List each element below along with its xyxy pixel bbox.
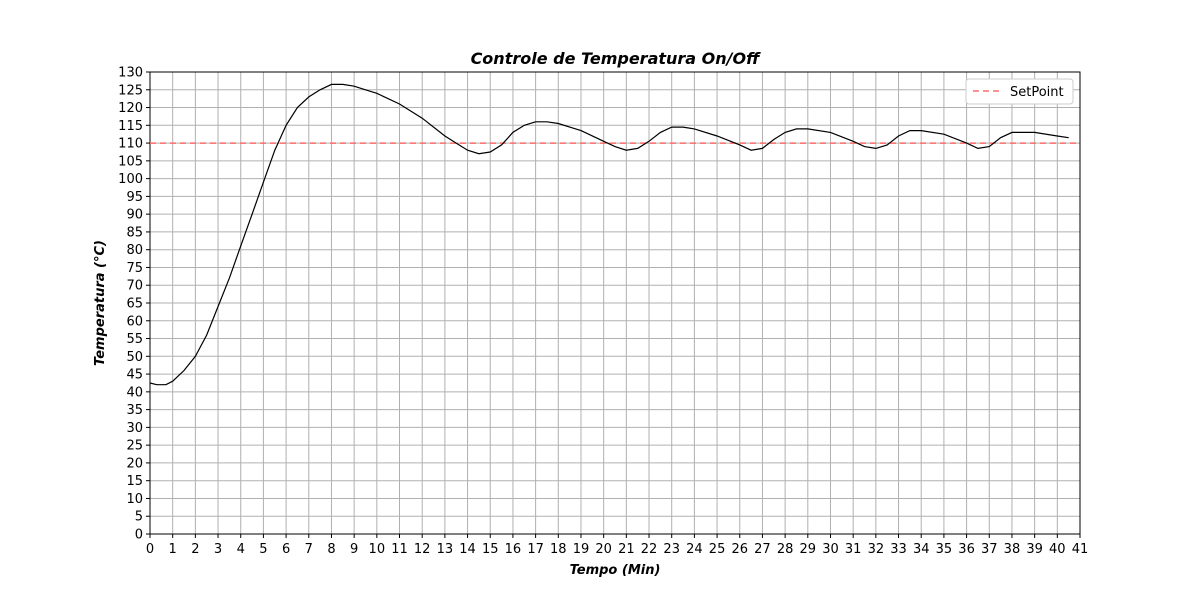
x-tick-label: 23 [663,542,680,557]
x-tick-label: 11 [391,542,408,557]
x-tick-label: 0 [146,542,154,557]
y-tick-label: 95 [126,190,143,205]
y-tick-label: 5 [135,510,143,525]
y-tick-label: 70 [126,279,143,294]
y-tick-label: 120 [118,101,143,116]
x-tick-label: 28 [777,542,794,557]
x-tick-label: 2 [191,542,199,557]
x-tick-label: 21 [618,542,635,557]
x-tick-label: 26 [731,542,748,557]
chart-title: Controle de Temperatura On/Off [471,49,762,68]
x-tick-label: 31 [845,542,862,557]
y-tick-label: 115 [118,119,143,134]
y-tick-label: 10 [126,492,143,507]
x-tick-label: 13 [437,542,454,557]
x-axis-ticks: 0 1 2 3 4 5 6 7 8 9 10 11 12 13 14 15 16 17 18 19 20 21 22 23 24… [146,534,1088,557]
x-tick-label: 32 [868,542,885,557]
legend: SetPoint [965,78,1074,105]
x-tick-label: 38 [1004,542,1021,557]
x-tick-label: 19 [573,542,590,557]
y-tick-label: 35 [126,403,143,418]
x-tick-label: 39 [1026,542,1043,557]
y-axis-label: Temperatura (°C) [93,240,108,366]
x-axis-label: Tempo (Min) [570,563,661,578]
y-tick-label: 90 [126,208,143,223]
x-tick-label: 16 [505,542,522,557]
x-tick-label: 18 [550,542,567,557]
y-tick-label: 0 [135,528,143,543]
x-tick-label: 9 [350,542,358,557]
x-tick-label: 14 [459,542,476,557]
y-tick-label: 40 [126,385,143,400]
x-tick-label: 30 [822,542,839,557]
x-tick-label: 25 [709,542,726,557]
x-tick-label: 27 [754,542,771,557]
y-tick-label: 30 [126,421,143,436]
grid [149,71,1081,535]
y-tick-label: 20 [126,456,143,471]
y-tick-label: 25 [126,439,143,454]
x-tick-label: 5 [259,542,267,557]
legend-box [965,78,1074,105]
x-tick-label: 12 [414,542,431,557]
x-tick-label: 33 [890,542,907,557]
y-axis-ticks: 0 5 10 15 20 25 30 35 40 45 50 55 60 65 70 75 80 85 90 95 10… [118,66,150,543]
x-tick-label: 17 [527,542,544,557]
x-tick-label: 37 [981,542,998,557]
x-tick-label: 20 [595,542,612,557]
y-tick-label: 75 [126,261,143,276]
y-tick-label: 15 [126,474,143,489]
y-tick-label: 60 [126,314,143,329]
x-tick-label: 24 [686,542,703,557]
x-tick-label: 8 [327,542,335,557]
x-tick-label: 41 [1072,542,1089,557]
y-tick-label: 110 [118,137,143,152]
x-tick-label: 36 [958,542,975,557]
x-tick-label: 15 [482,542,499,557]
y-tick-label: 50 [126,350,143,365]
temperature-series-line [149,83,1069,386]
x-tick-label: 7 [305,542,313,557]
y-tick-label: 80 [126,243,143,258]
y-tick-label: 130 [118,66,143,81]
x-tick-label: 40 [1049,542,1066,557]
y-tick-label: 85 [126,225,143,240]
y-tick-label: 105 [118,154,143,169]
x-tick-label: 4 [237,542,245,557]
x-tick-label: 1 [169,542,177,557]
x-tick-label: 22 [641,542,658,557]
y-tick-label: 45 [126,368,143,383]
x-tick-label: 3 [214,542,222,557]
x-tick-label: 6 [282,542,290,557]
x-tick-label: 10 [369,542,386,557]
y-tick-label: 125 [118,83,143,98]
y-tick-label: 100 [118,172,143,187]
y-tick-label: 65 [126,297,143,312]
x-tick-label: 35 [936,542,953,557]
x-tick-label: 34 [913,542,930,557]
y-tick-label: 55 [126,332,143,347]
x-tick-label: 29 [800,542,817,557]
legend-setpoint-label: SetPoint [1010,85,1064,100]
